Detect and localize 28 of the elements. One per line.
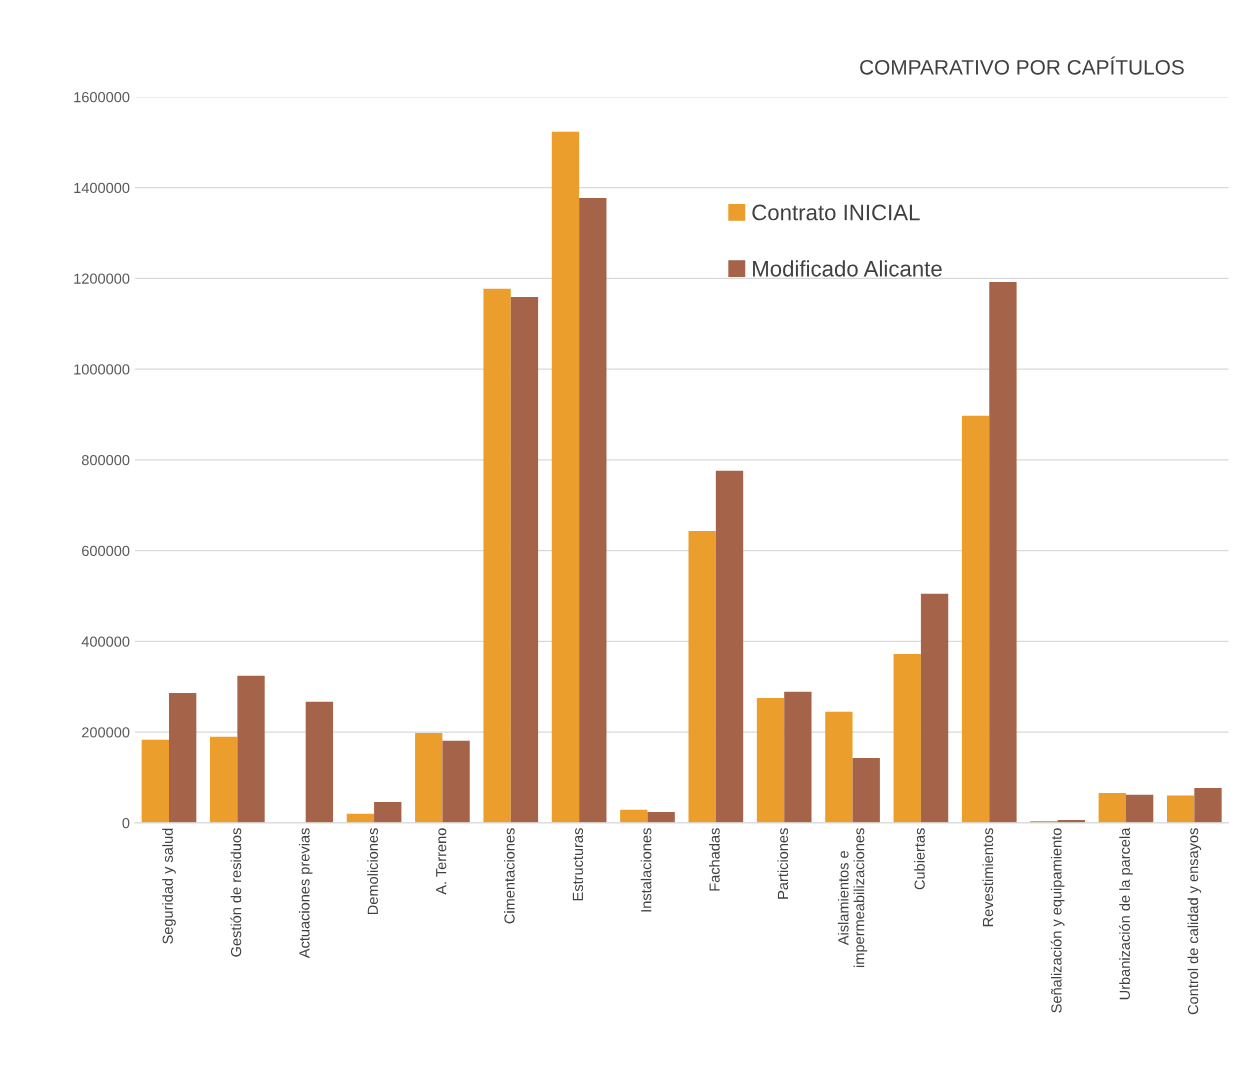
x-tick-label: Estructuras xyxy=(572,828,584,901)
x-tick-label: A. Terreno xyxy=(436,828,447,895)
x-tick-label: Urbanización de la parcela xyxy=(1119,827,1133,1000)
y-tick-label: 1400000 xyxy=(74,182,130,194)
x-tick-label: Gestión de residuos xyxy=(230,828,242,957)
y-tick-label: 600000 xyxy=(82,545,130,557)
x-tick-label: Control de calidad y ensayos xyxy=(1187,828,1202,1015)
y-tick-label: 200000 xyxy=(82,727,130,738)
y-tick-label: 1600000 xyxy=(74,92,130,103)
legend-label: Modificado Alicante xyxy=(753,260,942,277)
x-tick-label: Actuaciones previas xyxy=(298,828,313,959)
y-tick-label: 800000 xyxy=(81,454,130,466)
x-tick-label: Aislamientos e impermeabilizaciones xyxy=(837,828,868,967)
y-tick-label: 0 xyxy=(122,817,130,829)
x-tick-label: Seguridad y salud xyxy=(162,828,176,944)
legend-label: Contrato INICIAL xyxy=(752,204,920,221)
y-tick-label: 1000000 xyxy=(74,364,130,375)
x-tick-label: Revestimientos xyxy=(982,828,994,927)
y-tick-label: 400000 xyxy=(81,636,130,647)
x-tick-label: Cimentaciones xyxy=(503,828,515,924)
chart-title: COMPARATIVO POR CAPÍTULOS xyxy=(860,56,1184,75)
x-tick-label: Cubiertas xyxy=(914,828,925,890)
x-tick-label: Demoliciones xyxy=(367,828,378,915)
x-tick-label: Fachadas xyxy=(709,828,720,891)
x-tick-label: Particiones xyxy=(777,828,789,899)
x-tick-label: Instalaciones xyxy=(640,828,652,912)
x-tick-label: Señalización y equipamiento xyxy=(1050,828,1065,1013)
y-tick-label: 1200000 xyxy=(74,273,130,284)
